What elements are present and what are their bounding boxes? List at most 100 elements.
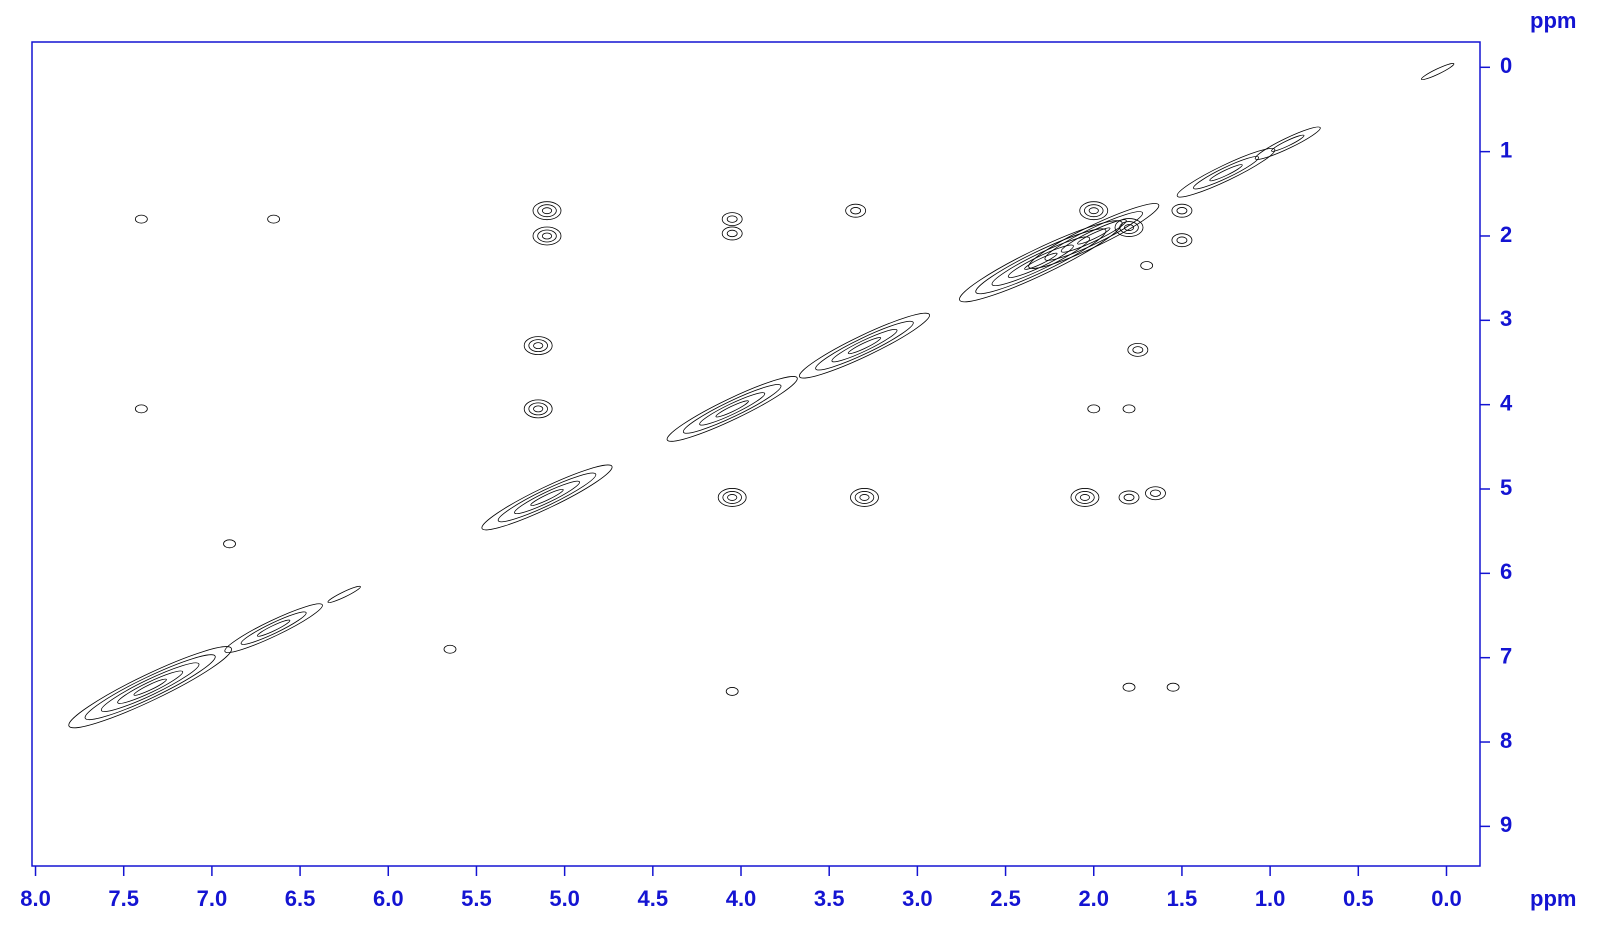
contour-peak [717, 488, 747, 507]
contour-peak [1122, 682, 1136, 692]
contour-peak [850, 488, 879, 507]
contour-peak [682, 384, 782, 434]
contour-peak [532, 226, 562, 246]
x-tick-label: 2.5 [990, 886, 1021, 911]
contour-peak [481, 464, 613, 531]
contour-peak [721, 212, 743, 227]
contour-peak [1028, 203, 1160, 269]
x-tick-label: 4.5 [638, 886, 669, 911]
contour-peak [1171, 233, 1193, 248]
contour-peak [1087, 404, 1101, 414]
x-tick-label: 3.0 [902, 886, 933, 911]
plot-frame [31, 41, 1481, 867]
contour-peak [224, 603, 323, 653]
contour-peak [1140, 261, 1154, 270]
contour-peak [1132, 346, 1144, 354]
contour-peak [533, 405, 544, 413]
contour-peak [798, 312, 930, 379]
contour-peak [537, 229, 557, 243]
contour-peak [1119, 221, 1139, 234]
y-tick-label: 2 [1500, 222, 1512, 247]
x-tick-label: 7.0 [197, 886, 228, 911]
contour-peak [528, 339, 548, 353]
contour-peak [514, 480, 580, 515]
contour-peak [1145, 486, 1166, 501]
x-tick-label: 3.5 [814, 886, 845, 911]
y-tick-label: 1 [1500, 137, 1512, 162]
x-tick-label: 1.5 [1167, 886, 1198, 911]
contour-peak [1171, 203, 1193, 218]
x-tick-label: 1.0 [1255, 886, 1286, 911]
contour-peak [528, 402, 548, 416]
contour-peak [725, 687, 739, 696]
y-tick-label: 4 [1500, 390, 1513, 415]
y-tick-label: 6 [1500, 559, 1512, 584]
y-tick-label: 7 [1500, 643, 1512, 668]
contour-peak [666, 376, 798, 442]
contour-peak [1079, 494, 1090, 501]
contour-peak [1176, 236, 1188, 244]
contour-peak [1044, 211, 1143, 261]
contour-peak [850, 207, 862, 215]
contour-peak [831, 328, 898, 363]
contour-peak [959, 220, 1123, 303]
contour-peak [699, 392, 766, 426]
contour-peak [1209, 164, 1243, 182]
contour-peak [1118, 490, 1140, 505]
x-axis-label: ppm [1530, 886, 1576, 911]
contour-peak [722, 491, 742, 504]
contour-peak [117, 670, 184, 704]
contour-peak [715, 400, 749, 418]
contour-peak [1176, 147, 1276, 198]
contour-peak [134, 404, 148, 414]
contour-peak [1114, 218, 1144, 237]
contour-peak [256, 619, 291, 637]
contour-peak [1060, 219, 1127, 253]
contour-peak [1271, 134, 1305, 152]
contour-peak [267, 214, 281, 224]
x-tick-label: 2.0 [1078, 886, 1109, 911]
contour-peak [1077, 227, 1111, 245]
contour-peak [1079, 201, 1109, 221]
contour-peak [1075, 491, 1095, 504]
contour-peak [537, 204, 557, 218]
contour-peak [1070, 488, 1100, 507]
contour-peak [1123, 493, 1135, 502]
contour-peak [1088, 207, 1099, 215]
contour-peak [541, 232, 553, 240]
contour-peak [1166, 682, 1180, 692]
x-tick-label: 7.5 [108, 886, 139, 911]
contour-peak [443, 644, 457, 654]
contour-peak [1150, 489, 1161, 497]
contour-peak [845, 203, 867, 218]
contour-peak [1084, 204, 1104, 218]
contour-peak [533, 342, 544, 350]
x-tick-label: 5.0 [549, 886, 580, 911]
contour-peak [1024, 252, 1058, 270]
contour-peak [1176, 207, 1188, 215]
x-tick-label: 5.5 [461, 886, 492, 911]
contour-peak [327, 585, 361, 603]
x-tick-label: 4.0 [726, 886, 757, 911]
contour-peak [721, 226, 743, 241]
contour-peak [975, 228, 1107, 295]
y-axis-label: ppm [1530, 8, 1576, 33]
y-tick-label: 0 [1500, 53, 1512, 78]
contour-peak [1420, 63, 1455, 81]
contour-peak [223, 539, 236, 549]
contour-peak [530, 488, 564, 506]
contour-peak [240, 611, 307, 645]
contour-peak [497, 472, 597, 523]
x-tick-label: 0.5 [1343, 886, 1374, 911]
x-tick-label: 6.0 [373, 886, 404, 911]
contour-peak [854, 491, 875, 504]
contour-peak [1193, 156, 1259, 190]
contour-peak [133, 678, 167, 696]
contour-peak [726, 215, 738, 223]
x-tick-label: 8.0 [20, 886, 51, 911]
y-tick-label: 5 [1500, 475, 1512, 500]
contour-peak [100, 662, 200, 712]
contour-peak [523, 336, 553, 356]
contour-peak [1127, 342, 1149, 357]
